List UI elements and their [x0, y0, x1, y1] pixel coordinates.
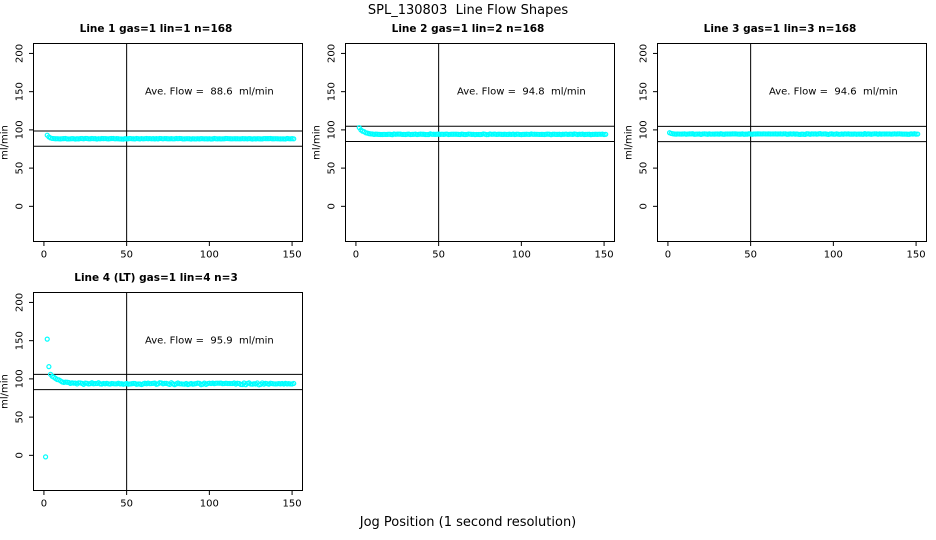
plot-box — [345, 43, 615, 242]
y-tick-label: 150 — [327, 82, 338, 101]
data-point — [291, 136, 297, 142]
x-tick-label: 150 — [283, 499, 302, 510]
y-axis-label: ml/min — [0, 125, 11, 160]
y-tick-label: 200 — [639, 44, 650, 63]
panel-1-title: Line 1 gas=1 lin=1 n=168 — [79, 23, 233, 35]
x-tick-label: 50 — [432, 250, 445, 261]
y-tick-label: 150 — [639, 82, 650, 101]
ave-flow-annotation: Ave. Flow = 95.9 ml/min — [145, 336, 274, 347]
reference-lines — [33, 292, 303, 491]
y-tick-label: 200 — [15, 44, 26, 63]
y-tick-label: 100 — [15, 369, 26, 388]
panel-3-title: Line 3 gas=1 lin=3 n=168 — [703, 23, 857, 35]
y-axis-label: ml/min — [624, 125, 635, 160]
line-1-chart: 0 50 100 150 0 50 100 150 200 ml/min Ave. Flow = 8… — [0, 43, 303, 261]
x-tick-label: 150 — [595, 250, 614, 261]
data-points — [356, 124, 609, 138]
axes: 0 50 100 150 0 50 100 150 200 — [15, 293, 302, 510]
plot-box — [657, 43, 927, 242]
ave-flow-annotation: Ave. Flow = 88.6 ml/min — [145, 87, 274, 98]
y-tick-label: 50 — [327, 162, 338, 175]
reference-lines — [33, 43, 303, 242]
y-tick-label: 50 — [639, 162, 650, 175]
x-tick-label: 0 — [41, 250, 47, 261]
x-tick-label: 150 — [283, 250, 302, 261]
x-axis-label: Jog Position (1 second resolution) — [359, 515, 577, 530]
outlier-point — [46, 364, 52, 370]
panel-4-title: Line 4 (LT) gas=1 lin=4 n=3 — [74, 272, 238, 284]
x-tick-label: 50 — [744, 250, 757, 261]
plot-box — [33, 292, 303, 491]
axes: 0 50 100 150 0 50 100 150 200 — [15, 44, 302, 261]
panel-line-2: Line 2 gas=1 lin=2 n=168 0 50 100 150 0 50 100… — [312, 20, 624, 270]
x-tick-label: 100 — [200, 250, 219, 261]
y-tick-label: 200 — [327, 44, 338, 63]
data-point — [603, 131, 609, 137]
y-tick-label: 50 — [15, 162, 26, 175]
y-tick-label: 50 — [15, 411, 26, 424]
axes: 0 50 100 150 0 50 100 150 200 — [327, 44, 614, 261]
y-tick-label: 0 — [327, 203, 338, 209]
y-tick-label: 200 — [15, 293, 26, 312]
panel-2-title: Line 2 gas=1 lin=2 n=168 — [391, 23, 545, 35]
x-tick-label: 150 — [907, 250, 926, 261]
outlier-point — [42, 454, 49, 460]
x-tick-label: 50 — [120, 250, 133, 261]
x-tick-label: 100 — [200, 499, 219, 510]
panel-line-1: Line 1 gas=1 lin=1 n=168 0 50 100 150 0 50 100… — [0, 20, 312, 270]
data-points — [44, 132, 297, 142]
y-tick-label: 100 — [15, 120, 26, 139]
axes: 0 50 100 150 0 50 100 150 200 — [639, 44, 926, 261]
outlier-point — [44, 336, 50, 342]
data-point — [915, 131, 921, 137]
data-point — [291, 380, 297, 387]
ave-flow-annotation: Ave. Flow = 94.6 ml/min — [769, 87, 898, 98]
panel-line-3: Line 3 gas=1 lin=3 n=168 0 50 100 150 0 50 100… — [624, 20, 936, 270]
line-4-chart: 0 50 100 150 0 50 100 150 200 ml/min Ave. Flow = 9… — [0, 292, 303, 510]
data-points — [42, 336, 297, 460]
y-tick-label: 0 — [639, 203, 650, 209]
plot-box — [33, 43, 303, 242]
reference-lines — [657, 43, 927, 242]
y-tick-label: 150 — [15, 82, 26, 101]
y-tick-label: 100 — [639, 120, 650, 139]
ave-flow-annotation: Ave. Flow = 94.8 ml/min — [457, 87, 586, 98]
y-tick-label: 0 — [15, 203, 26, 209]
data-points — [666, 130, 921, 138]
x-tick-label: 50 — [120, 499, 133, 510]
panel-line-4: Line 4 (LT) gas=1 lin=4 n=3 0 50 100 150 0 50… — [0, 269, 312, 519]
x-tick-label: 0 — [353, 250, 359, 261]
y-axis-label: ml/min — [0, 374, 11, 409]
line-3-chart: 0 50 100 150 0 50 100 150 200 ml/min Ave. Flow = 9… — [624, 43, 927, 261]
figure-title: SPL_130803 Line Flow Shapes — [367, 3, 569, 18]
y-tick-label: 150 — [15, 331, 26, 350]
y-axis-label: ml/min — [312, 125, 323, 160]
y-tick-label: 0 — [15, 452, 26, 458]
x-tick-label: 0 — [665, 250, 671, 261]
y-tick-label: 100 — [327, 120, 338, 139]
reference-lines — [345, 43, 615, 242]
x-tick-label: 100 — [512, 250, 531, 261]
x-tick-label: 0 — [41, 499, 47, 510]
line-2-chart: 0 50 100 150 0 50 100 150 200 ml/min Ave. Flow = 9… — [312, 43, 615, 261]
x-tick-label: 100 — [824, 250, 843, 261]
